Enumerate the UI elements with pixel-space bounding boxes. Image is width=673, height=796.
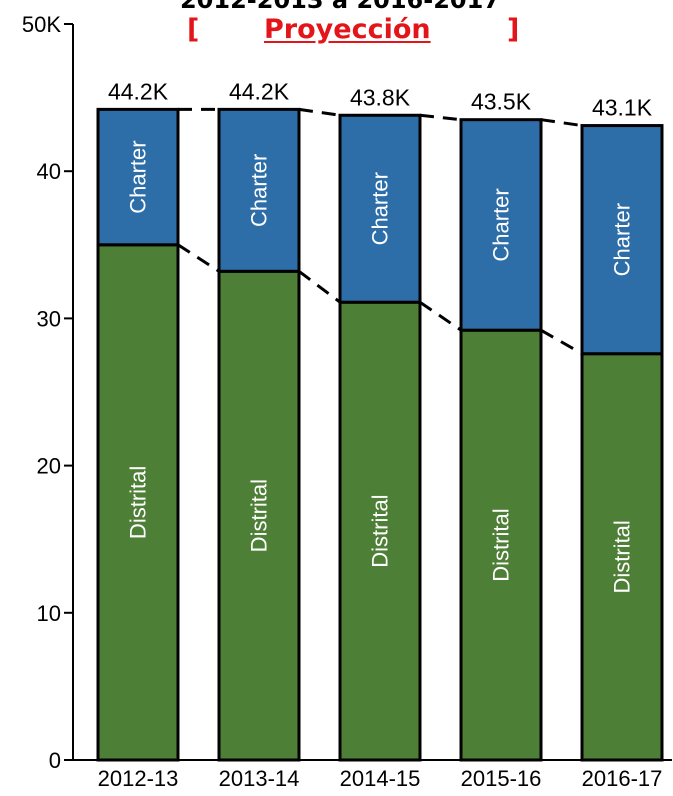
connector-distrital <box>177 243 220 273</box>
bar-segment-charter <box>96 107 180 247</box>
projection-label: Proyección <box>264 14 431 45</box>
bar-segment-charter <box>217 107 301 273</box>
connector-distrital <box>419 300 462 332</box>
bar-segment-charter <box>338 113 422 304</box>
bar-segment-distrital <box>580 352 664 762</box>
bar-segment-charter <box>580 124 664 356</box>
segment-label-charter: Charter <box>368 172 393 245</box>
connector-total <box>419 113 462 122</box>
segment-label-charter: Charter <box>247 154 272 227</box>
connector-total <box>298 107 341 117</box>
segment-label-distrital: Distrital <box>368 494 393 567</box>
y-tick-label: 50K <box>22 12 61 37</box>
projection-bracket-open: [ <box>187 14 200 45</box>
segment-label-distrital: Distrital <box>489 508 514 581</box>
y-tick-label: 10 <box>37 601 61 626</box>
segment-label-charter: Charter <box>489 188 514 261</box>
segment-label-distrital: Distrital <box>610 520 635 593</box>
y-tick-label: 30 <box>37 306 61 331</box>
total-label: 43.1K <box>592 95 653 121</box>
segment-label-distrital: Distrital <box>247 479 272 552</box>
total-label: 44.2K <box>229 78 290 104</box>
segment-label-charter: Charter <box>610 203 635 276</box>
x-tick-label: 2013-14 <box>219 766 300 791</box>
total-label: 43.8K <box>350 84 411 110</box>
bar-segment-distrital <box>217 269 301 762</box>
bar-segment-distrital <box>96 243 180 762</box>
y-tick-label: 0 <box>49 748 61 773</box>
connector-total <box>540 118 583 128</box>
segment-label-charter: Charter <box>126 140 151 213</box>
connector-distrital <box>540 328 583 356</box>
bar-segment-charter <box>459 118 543 332</box>
x-tick-label: 2016-17 <box>582 766 663 791</box>
x-tick-label: 2014-15 <box>340 766 421 791</box>
segment-label-distrital: Distrital <box>126 466 151 539</box>
x-tick-label: 2015-16 <box>461 766 542 791</box>
total-label: 44.2K <box>108 78 169 104</box>
y-tick-label: 20 <box>37 454 61 479</box>
projection-bracket-close: ] <box>507 14 520 45</box>
connector-distrital <box>298 270 341 304</box>
chart-title: 2012-2013 a 2016-2017 <box>179 0 500 14</box>
x-tick-label: 2012-13 <box>98 766 179 791</box>
total-label: 43.5K <box>471 89 532 115</box>
y-tick-label: 40 <box>37 159 61 184</box>
